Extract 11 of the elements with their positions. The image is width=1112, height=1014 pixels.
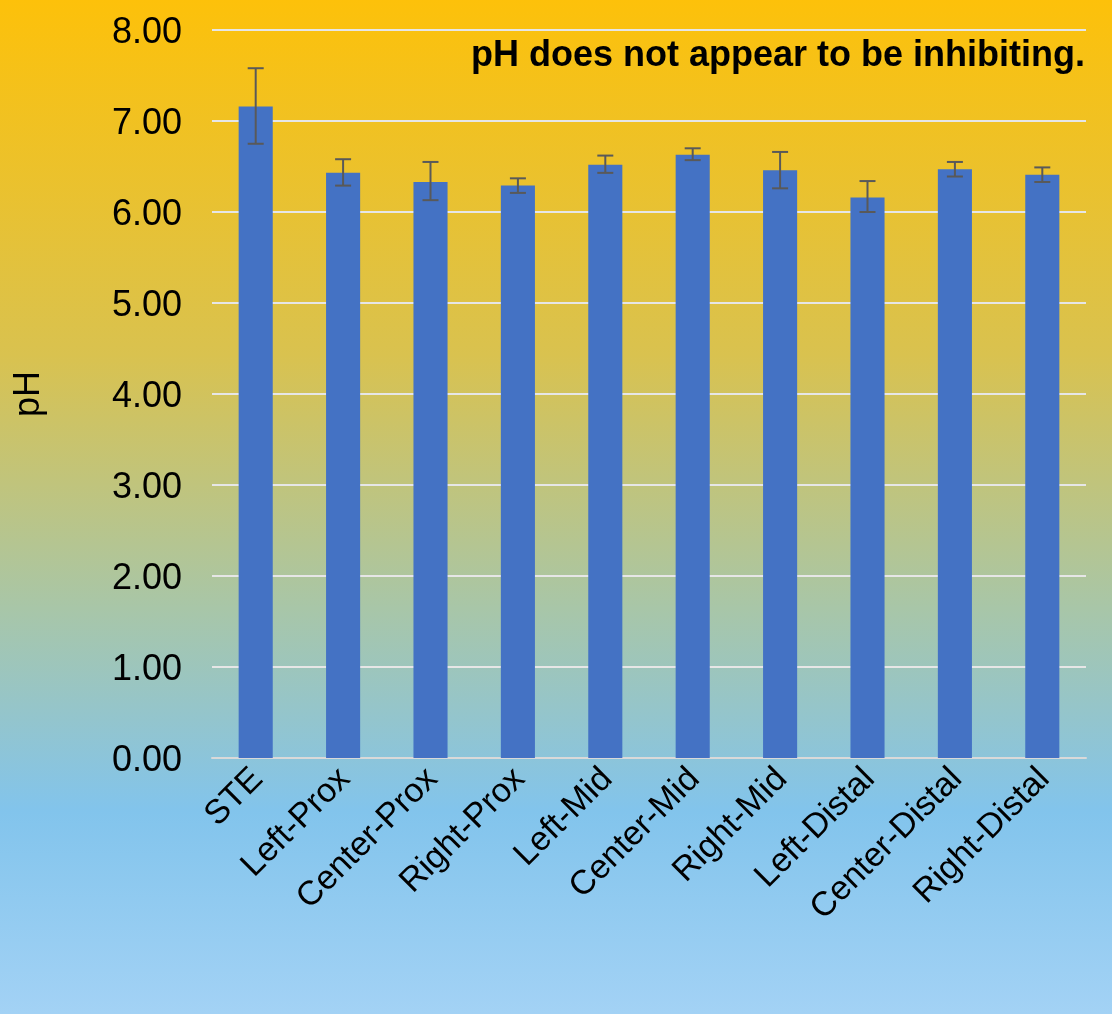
chart-title: pH does not appear to be inhibiting. xyxy=(471,32,1086,74)
y-tick-label: 2.00 xyxy=(111,555,182,597)
y-tick-label: 8.00 xyxy=(111,9,182,51)
y-tick-label: 6.00 xyxy=(111,191,182,233)
y-tick-label: 4.00 xyxy=(111,373,182,415)
y-tick-label: 5.00 xyxy=(111,282,182,324)
y-tick-label: 7.00 xyxy=(111,100,182,142)
y-tick-label: 3.00 xyxy=(111,464,182,506)
y-tick-label: 0.00 xyxy=(111,737,182,779)
y-tick-label: 1.00 xyxy=(111,646,182,688)
y-axis-title: pH xyxy=(5,370,47,418)
